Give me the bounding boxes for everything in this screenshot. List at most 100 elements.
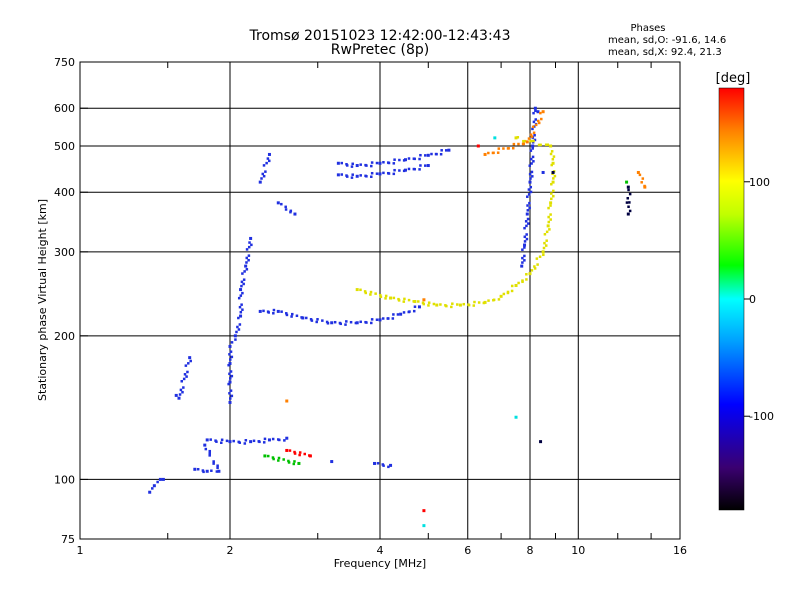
data-point [528,272,532,276]
data-point [271,456,275,459]
data-point [392,162,396,165]
data-point [497,147,501,150]
data-point [215,440,218,443]
data-point [333,320,337,324]
data-point [626,212,630,216]
data-point [364,291,367,295]
data-point [517,142,520,146]
data-point [177,396,181,400]
data-point [536,119,540,123]
data-point [370,171,374,175]
data-point [533,138,537,142]
data-point [412,309,416,313]
data-point [264,170,267,173]
data-point [278,438,281,442]
data-point [243,270,246,273]
data-point [228,400,232,404]
data-point [525,233,528,236]
data-point [545,230,549,234]
data-point [444,149,448,152]
data-point [529,133,533,136]
data-point [230,355,234,359]
data-point [445,304,448,308]
data-point [350,176,354,179]
data-point [627,205,630,209]
data-point [182,386,185,389]
data-point [439,152,443,156]
data-point [263,437,267,441]
data-point [212,460,215,463]
y-tick-labels: 75 100 200 300 400 500 600 750 [54,56,75,546]
data-point [349,320,353,324]
y-tick-label: 500 [54,140,75,153]
data-point [263,454,267,458]
data-point [267,438,271,442]
data-point [427,304,430,307]
data-point [551,161,555,165]
data-point [537,121,541,125]
data-point [216,464,219,467]
data-point [550,150,554,153]
data-point [399,312,403,316]
x-tick-label: 10 [571,544,585,557]
data-point [359,288,362,292]
data-point [627,188,630,192]
data-point [517,281,520,285]
data-point [382,171,385,175]
data-point [156,480,159,484]
data-points [148,106,647,528]
data-point [529,185,533,189]
data-point [473,300,476,304]
data-point [487,151,490,155]
data-point [344,323,347,326]
data-point [227,363,230,367]
data-point [387,172,391,175]
data-point [298,453,301,457]
data-point [239,310,243,314]
data-point [393,158,396,161]
data-point [526,204,529,207]
data-point [487,299,490,302]
data-point [262,441,266,444]
data-point [549,204,552,207]
data-point [521,261,524,264]
data-point [398,158,401,162]
stats-title: Phases [630,23,665,34]
data-point [187,362,190,365]
data-point [542,253,545,257]
data-point [339,322,342,326]
data-point [262,309,265,313]
data-point [258,309,262,313]
data-point [240,280,244,284]
data-point [540,117,543,121]
data-point [408,310,411,313]
data-point [202,470,205,474]
data-point [531,155,535,159]
data-point [351,162,354,166]
data-point [430,152,433,156]
data-point [220,438,224,442]
data-point [447,148,451,152]
data-point [516,136,520,139]
data-point [276,309,280,313]
data-point [432,302,436,306]
data-point [427,301,431,304]
data-point [295,314,299,318]
data-point [528,180,532,184]
data-point [636,170,640,174]
data-point [217,469,221,473]
data-point [530,170,534,174]
data-point [316,318,319,321]
data-point [628,192,632,196]
data-point [638,173,642,177]
data-point [258,440,261,444]
data-point [201,469,205,472]
data-point [403,158,407,162]
data-point [628,209,632,213]
data-point [298,451,302,454]
data-point [158,477,162,481]
data-point [236,325,239,329]
data-point [336,173,340,177]
data-point [532,120,536,124]
